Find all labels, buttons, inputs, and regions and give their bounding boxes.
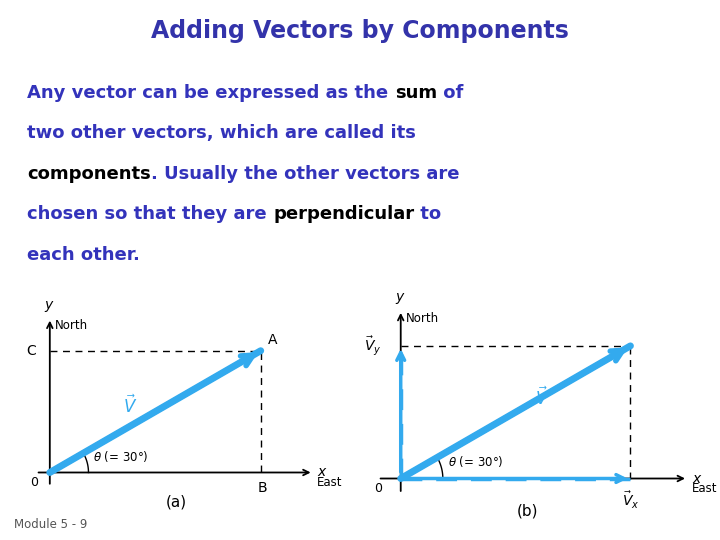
Text: $\theta$ (= 30°): $\theta$ (= 30°) bbox=[94, 449, 149, 464]
Text: $\vec{V}_x$: $\vec{V}_x$ bbox=[621, 490, 639, 511]
Text: $\theta$ (= 30°): $\theta$ (= 30°) bbox=[448, 454, 504, 469]
Text: $x$: $x$ bbox=[692, 471, 703, 485]
Text: $y$: $y$ bbox=[395, 291, 406, 306]
Text: sum: sum bbox=[395, 84, 437, 102]
Text: (a): (a) bbox=[166, 495, 187, 510]
Text: . Usually the other vectors are: . Usually the other vectors are bbox=[151, 165, 459, 183]
Text: two other vectors, which are called its: two other vectors, which are called its bbox=[27, 124, 416, 142]
Text: $\vec{V}$: $\vec{V}$ bbox=[535, 387, 549, 409]
Text: $x$: $x$ bbox=[317, 465, 328, 480]
Text: perpendicular: perpendicular bbox=[273, 205, 415, 223]
Text: North: North bbox=[406, 312, 439, 325]
Text: East: East bbox=[692, 482, 717, 495]
Text: chosen so that they are: chosen so that they are bbox=[27, 205, 273, 223]
Text: 0: 0 bbox=[30, 476, 38, 489]
Text: A: A bbox=[268, 333, 277, 347]
Text: (b): (b) bbox=[516, 503, 538, 518]
Text: of: of bbox=[437, 84, 463, 102]
Text: North: North bbox=[55, 319, 88, 332]
Text: components: components bbox=[27, 165, 151, 183]
Text: East: East bbox=[317, 476, 343, 489]
Text: 0: 0 bbox=[374, 482, 382, 495]
Text: Any vector can be expressed as the: Any vector can be expressed as the bbox=[27, 84, 395, 102]
Text: each other.: each other. bbox=[27, 246, 140, 264]
Text: to: to bbox=[414, 205, 441, 223]
Text: C: C bbox=[26, 344, 36, 357]
Text: Module 5 - 9: Module 5 - 9 bbox=[14, 518, 88, 531]
Text: $y$: $y$ bbox=[45, 299, 55, 314]
Text: B: B bbox=[257, 481, 267, 495]
Text: Adding Vectors by Components: Adding Vectors by Components bbox=[151, 19, 569, 43]
Text: $\vec{V}_y$: $\vec{V}_y$ bbox=[364, 334, 382, 357]
Text: $\vec{V}$: $\vec{V}$ bbox=[124, 394, 138, 417]
